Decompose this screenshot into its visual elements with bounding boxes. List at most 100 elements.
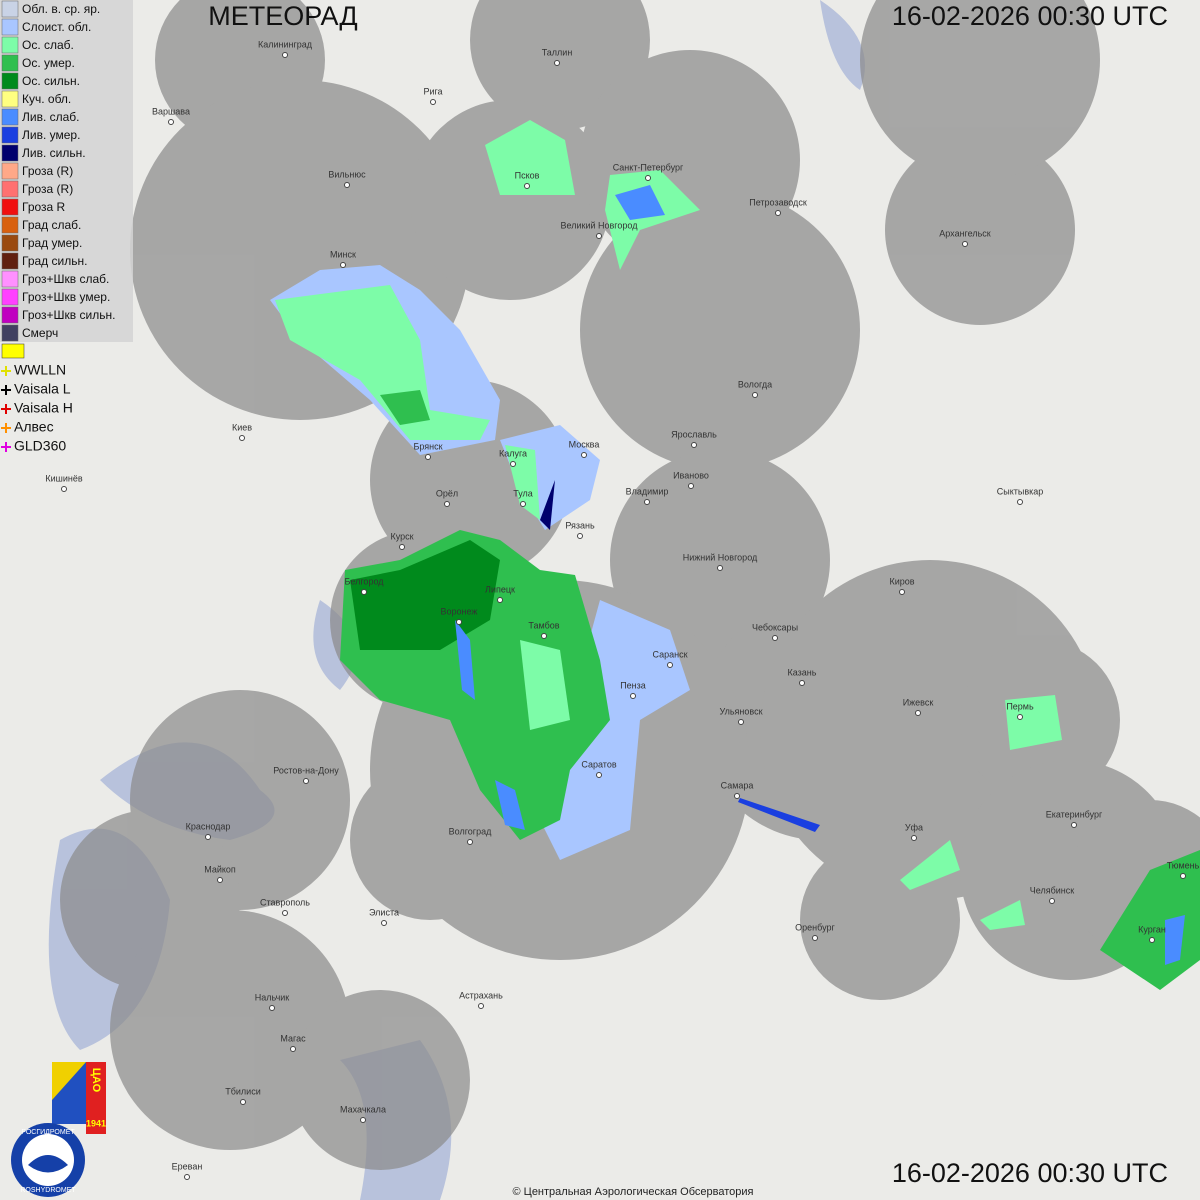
city-dot xyxy=(691,442,697,448)
lightning-label: GLD360 xyxy=(14,438,66,454)
city-dot xyxy=(381,920,387,926)
city-label: Казань xyxy=(788,667,817,677)
coverage-circle xyxy=(860,0,1100,180)
city-dot xyxy=(630,693,636,699)
city-label: Псков xyxy=(515,170,540,180)
city-dot xyxy=(734,793,740,799)
city-label: Челябинск xyxy=(1030,885,1074,895)
city-dot xyxy=(290,1046,296,1052)
city-label: Орёл xyxy=(436,488,458,498)
legend-swatch xyxy=(1,234,19,252)
city-dot xyxy=(752,392,758,398)
city-label: Воронеж xyxy=(441,606,478,616)
city-dot xyxy=(645,175,651,181)
city-dot xyxy=(1049,898,1055,904)
legend-swatch xyxy=(1,324,19,342)
legend-swatch xyxy=(1,144,19,162)
legend-swatch xyxy=(1,0,19,18)
logo-name-en: ROSHYDROMET xyxy=(20,1187,76,1194)
city-label: Саратов xyxy=(581,759,616,769)
city-dot xyxy=(524,183,530,189)
light-rain-area xyxy=(900,840,960,890)
logo-name-ru: РОСГИДРОМЕТ xyxy=(21,1129,75,1136)
light-rain-area xyxy=(520,640,570,730)
city-dot xyxy=(361,589,367,595)
city-label: Киров xyxy=(889,576,914,586)
city-label: Минск xyxy=(330,249,356,259)
title: МЕТЕОРАД xyxy=(208,1,357,31)
city-label: Санкт-Петербург xyxy=(613,162,684,172)
city-dot xyxy=(520,501,526,507)
city-dot xyxy=(269,1005,275,1011)
city-label: Ростов-на-Дону xyxy=(273,765,339,775)
city-dot xyxy=(205,834,211,840)
legend-label: Лив. слаб. xyxy=(22,110,80,124)
legend-swatch xyxy=(1,18,19,36)
legend-swatch xyxy=(1,288,19,306)
city-dot xyxy=(168,119,174,125)
city-label: Таллин xyxy=(542,47,573,57)
city-label: Липецк xyxy=(485,584,515,594)
city-dot xyxy=(478,1003,484,1009)
legend-swatch xyxy=(1,108,19,126)
city-label: Петрозаводск xyxy=(749,197,807,207)
city-dot xyxy=(1071,822,1077,828)
lightning-marker xyxy=(1,366,11,376)
city-label: Москва xyxy=(569,439,600,449)
lightning-icon xyxy=(1,343,25,359)
legend-label: Гроза (R) xyxy=(22,182,73,196)
stratus-area xyxy=(540,600,690,860)
city-dot xyxy=(688,483,694,489)
coverage-circle xyxy=(350,760,510,920)
city-label: Ярославль xyxy=(671,429,717,439)
city-label: Сыктывкар xyxy=(997,486,1044,496)
city-label: Курган xyxy=(1138,924,1166,934)
city-label: Владимир xyxy=(626,486,669,496)
city-dot xyxy=(738,719,744,725)
coverage-circle xyxy=(410,100,610,300)
heavy-shower xyxy=(540,480,555,530)
city-label: Архангельск xyxy=(939,228,991,238)
coverage-circle xyxy=(885,135,1075,325)
city-dot xyxy=(240,1099,246,1105)
legend-label: Град умер. xyxy=(22,236,82,250)
legend-label: Лив. умер. xyxy=(22,128,80,142)
city-label: Саранск xyxy=(652,649,687,659)
shower-area xyxy=(615,185,665,220)
legend-swatch xyxy=(1,180,19,198)
city-label: Курск xyxy=(390,531,413,541)
city-dot xyxy=(497,597,503,603)
city-dot xyxy=(717,565,723,571)
legend-swatch xyxy=(1,90,19,108)
city-label: Оренбург xyxy=(795,922,835,932)
city-dot xyxy=(644,499,650,505)
city-label: Ульяновск xyxy=(719,706,762,716)
timestamp: 16-02-2026 00:30 UTC xyxy=(892,1158,1168,1188)
city-dot xyxy=(915,710,921,716)
city-label: Рига xyxy=(423,86,442,96)
lightning-label: Vaisala L xyxy=(14,381,71,397)
city-dot xyxy=(581,452,587,458)
light-rain-area xyxy=(980,900,1025,930)
logo-org: ЦАО xyxy=(90,1068,102,1093)
legend-label: Гроза (R) xyxy=(22,164,73,178)
city-label: Кишинёв xyxy=(45,473,82,483)
city-label: Ижевск xyxy=(903,697,934,707)
city-label: Иваново xyxy=(673,470,709,480)
city-label: Нальчик xyxy=(255,992,290,1002)
city-label: Пенза xyxy=(620,680,646,690)
legend-label: Ос. сильн. xyxy=(22,74,80,88)
city-label: Вильнюс xyxy=(328,169,366,179)
city-dot xyxy=(541,633,547,639)
logo: ЦАО 1941 РОСГИДРОМЕТ ROSHYDROMET xyxy=(11,1062,106,1197)
city-dot xyxy=(399,544,405,550)
city-dot xyxy=(596,772,602,778)
legend-swatch xyxy=(1,72,19,90)
city-label: Белгород xyxy=(344,576,384,586)
city-dot xyxy=(217,877,223,883)
shower-streak xyxy=(738,798,820,832)
city-dot xyxy=(456,619,462,625)
lightning-label: WWLLN xyxy=(14,362,66,378)
lightning-marker xyxy=(1,404,11,414)
city-dot xyxy=(1180,873,1186,879)
